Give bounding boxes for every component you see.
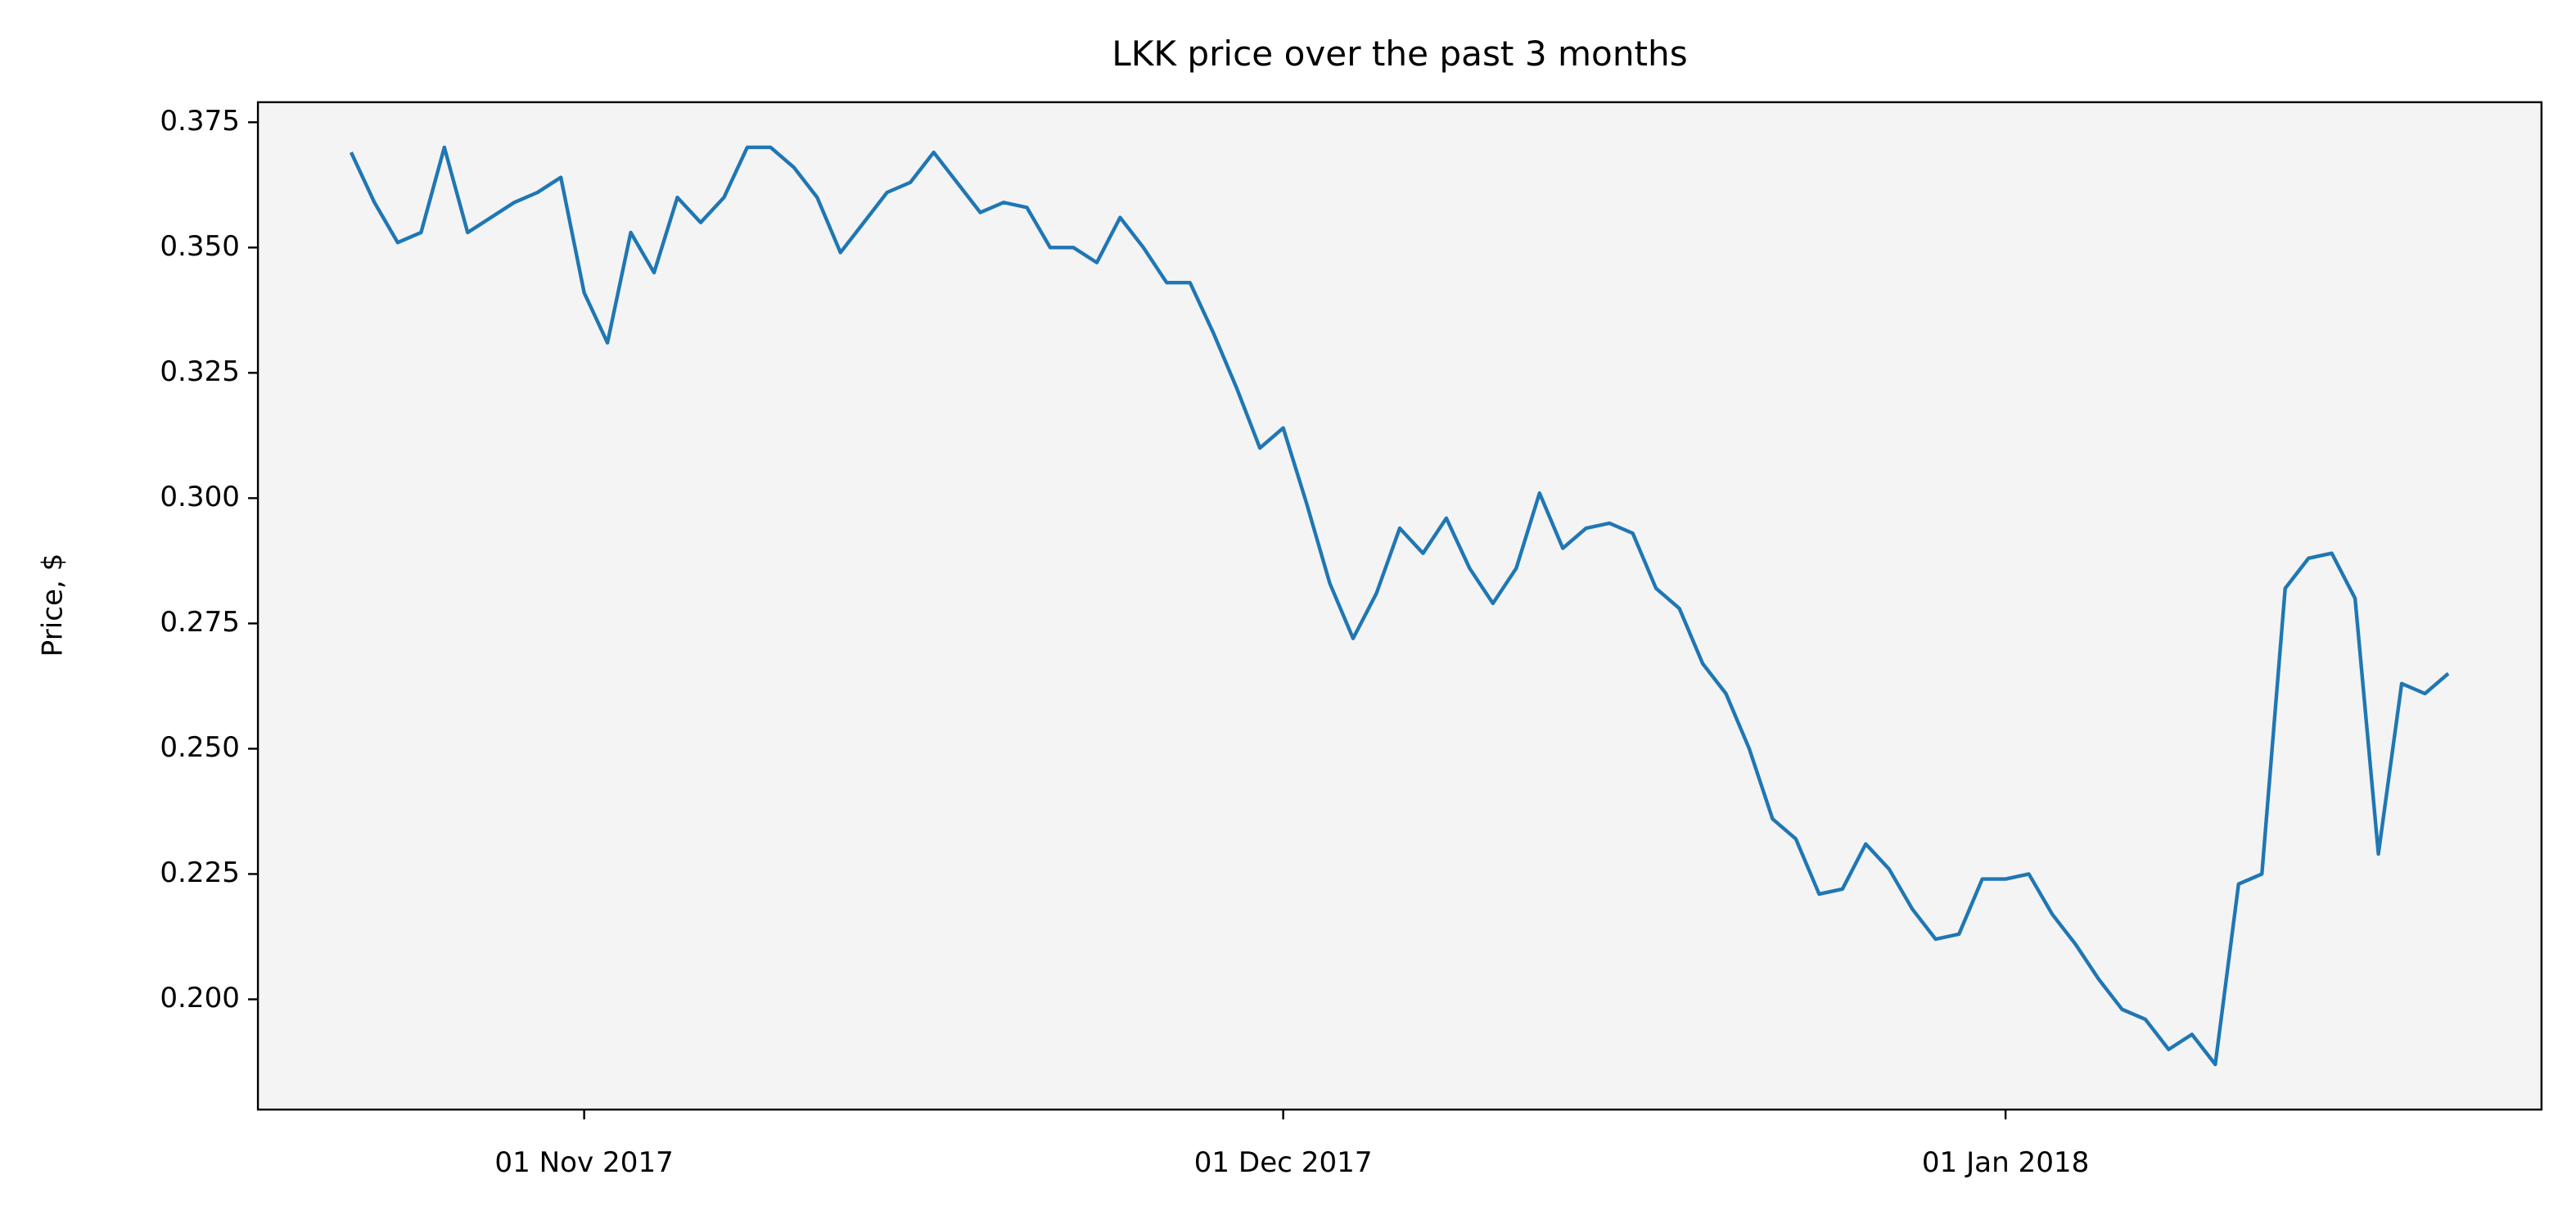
y-tick-label: 0.275 bbox=[160, 606, 240, 639]
x-tick-label: 01 Nov 2017 bbox=[494, 1146, 673, 1179]
y-tick-label: 0.225 bbox=[160, 856, 240, 889]
plot-background bbox=[258, 102, 2542, 1110]
chart-title: LKK price over the past 3 months bbox=[1112, 34, 1687, 74]
y-tick-label: 0.250 bbox=[160, 731, 240, 764]
y-tick-label: 0.200 bbox=[160, 982, 240, 1014]
x-tick-label: 01 Jan 2018 bbox=[1922, 1146, 2089, 1179]
y-tick-label: 0.325 bbox=[160, 355, 240, 388]
y-tick-label: 0.350 bbox=[160, 230, 240, 263]
y-tick-label: 0.375 bbox=[160, 105, 240, 138]
y-axis-label: Price, $ bbox=[37, 554, 70, 657]
y-tick-label: 0.300 bbox=[160, 481, 240, 513]
plot-frame bbox=[256, 101, 2543, 1111]
price-line bbox=[349, 145, 2450, 1067]
x-tick-label: 01 Dec 2017 bbox=[1194, 1146, 1373, 1179]
